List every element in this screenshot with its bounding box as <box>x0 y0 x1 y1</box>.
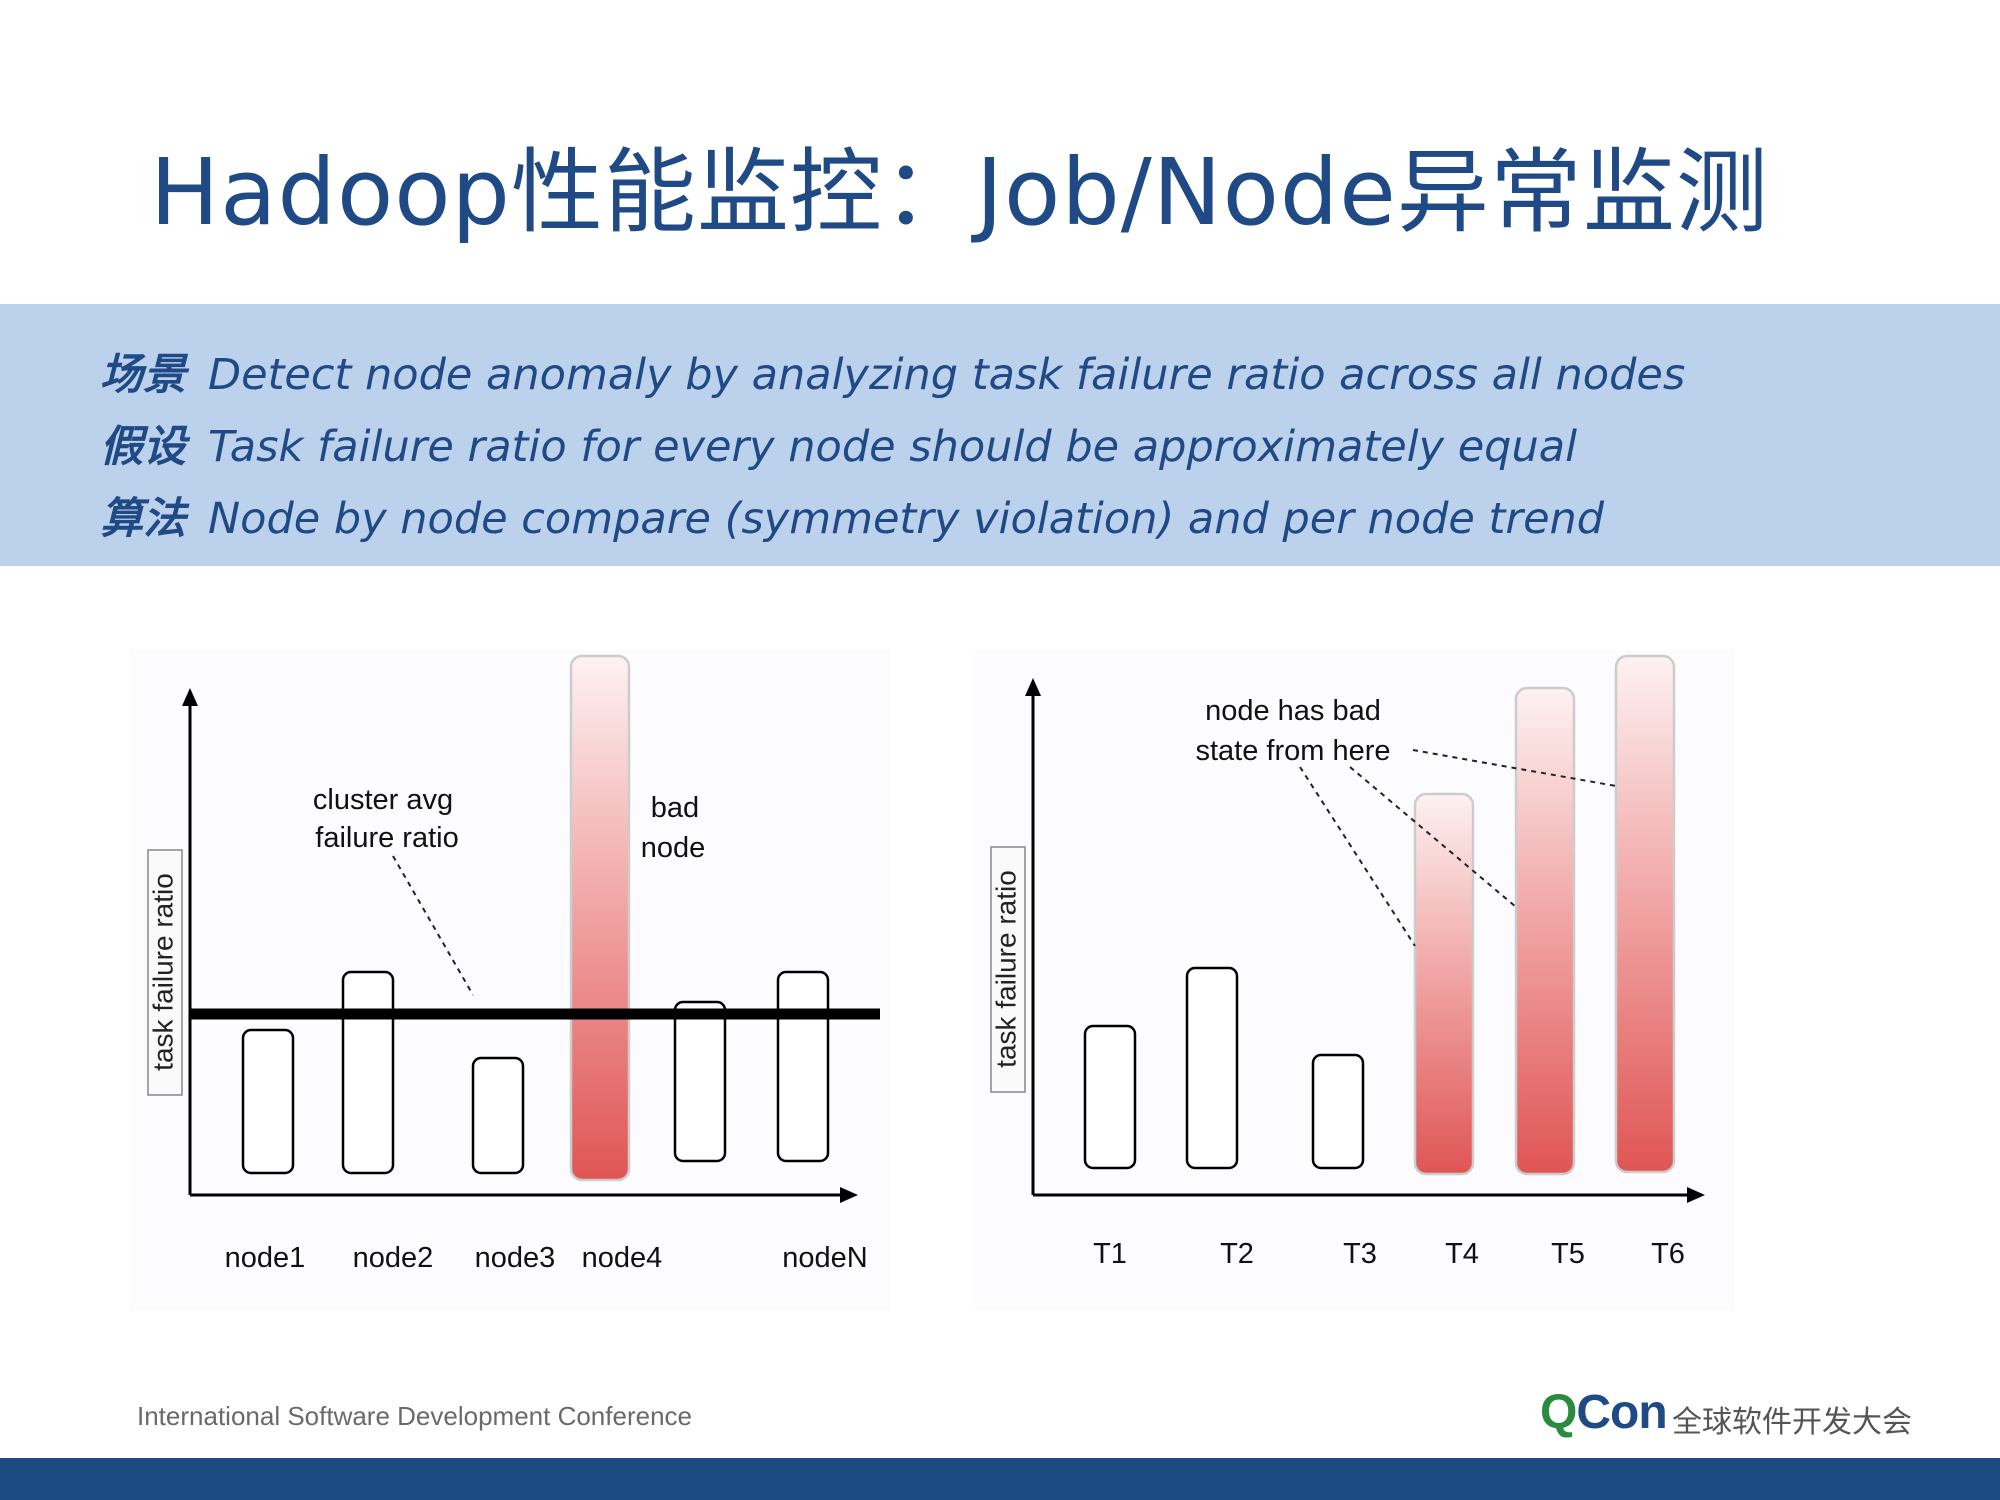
bad-state-label-line1: node has bad <box>1205 695 1381 727</box>
avg-label-line1: cluster avg <box>313 784 453 816</box>
qcon-logo: QCon <box>1540 1385 1668 1440</box>
tick-node2: node2 <box>353 1242 434 1274</box>
bad-state-leader-T6 <box>1412 749 1617 787</box>
qcon-logo-tagline: 全球软件开发大会 <box>1672 1405 1912 1440</box>
avg-label-leader <box>392 855 474 996</box>
node-comparison-diagram: task failure ratio cluster avg failure r… <box>130 650 890 1310</box>
qcon-logo-q: Q <box>1540 1386 1577 1439</box>
tick-T1: T1 <box>1093 1238 1127 1270</box>
tick-T3: T3 <box>1343 1238 1377 1270</box>
tick-node3: node3 <box>475 1242 556 1274</box>
bar-node5 <box>673 1000 727 1163</box>
slide-title: Hadoop性能监控：Job/Node异常监测 <box>150 139 1769 246</box>
tick-node1: node1 <box>225 1242 306 1274</box>
bar-node2 <box>341 970 395 1175</box>
y-axis-label: task failure ratio <box>990 870 1021 1068</box>
node-trend-svg: task failure ratio node has bad state fr… <box>990 654 1705 1270</box>
tick-T5: T5 <box>1551 1238 1585 1270</box>
bad-state-leader-T5 <box>1349 766 1517 908</box>
band-row-hypothesis: 假设 Task failure ratio for every node shou… <box>100 412 1577 474</box>
bar-node3 <box>471 1056 525 1175</box>
node-trend-diagram: task failure ratio node has bad state fr… <box>975 650 1735 1310</box>
bar-T3 <box>1311 1053 1365 1170</box>
tick-T4: T4 <box>1445 1238 1479 1270</box>
y-axis-arrow-icon <box>1025 678 1041 696</box>
bad-state-leader-T4 <box>1299 766 1416 947</box>
band-text-scenario: Detect node anomaly by analyzing task fa… <box>208 350 1686 400</box>
x-axis-arrow-icon <box>840 1187 858 1203</box>
x-axis-arrow-icon <box>1687 1187 1705 1203</box>
bad-node-label-line1: bad <box>651 792 699 824</box>
bar-nodeN <box>776 970 830 1163</box>
band-row-algorithm: 算法 Node by node compare (symmetry violati… <box>100 484 1604 546</box>
tick-node4: node4 <box>582 1242 663 1274</box>
avg-label-line2: failure ratio <box>315 822 458 854</box>
summary-band: 场景 Detect node anomaly by analyzing task … <box>0 304 2000 566</box>
bar-T2 <box>1185 966 1239 1170</box>
bar-node4-bad <box>569 654 631 1182</box>
qcon-logo-rest: Con <box>1576 1386 1667 1439</box>
bar-node1 <box>241 1028 295 1175</box>
node-comparison-svg: task failure ratio cluster avg failure r… <box>147 654 880 1274</box>
band-text-algorithm: Node by node compare (symmetry violation… <box>208 494 1605 544</box>
y-axis-label-box <box>990 846 1026 1093</box>
band-key-scenario: 场景 <box>100 350 186 400</box>
bad-state-label-line2: state from here <box>1195 735 1390 767</box>
y-axis-arrow-icon <box>182 688 198 706</box>
band-text-hypothesis: Task failure ratio for every node should… <box>208 422 1578 472</box>
conference-name: International Software Development Confe… <box>137 1401 692 1431</box>
y-axis-label-box <box>147 849 183 1096</box>
band-key-hypothesis: 假设 <box>100 422 186 472</box>
band-key-algorithm: 算法 <box>100 494 186 544</box>
bad-node-label-line2: node <box>641 832 706 864</box>
bar-T5-bad <box>1514 686 1576 1176</box>
bar-T1 <box>1083 1024 1137 1170</box>
tick-T6: T6 <box>1651 1238 1685 1270</box>
y-axis-label: task failure ratio <box>147 873 178 1071</box>
bar-T4-bad <box>1413 792 1475 1176</box>
tick-T2: T2 <box>1220 1238 1254 1270</box>
bottom-bar <box>0 1458 2000 1500</box>
bar-T6-bad <box>1614 654 1676 1174</box>
band-row-scenario: 场景 Detect node anomaly by analyzing task … <box>100 340 1685 402</box>
tick-nodeN: nodeN <box>782 1242 867 1274</box>
